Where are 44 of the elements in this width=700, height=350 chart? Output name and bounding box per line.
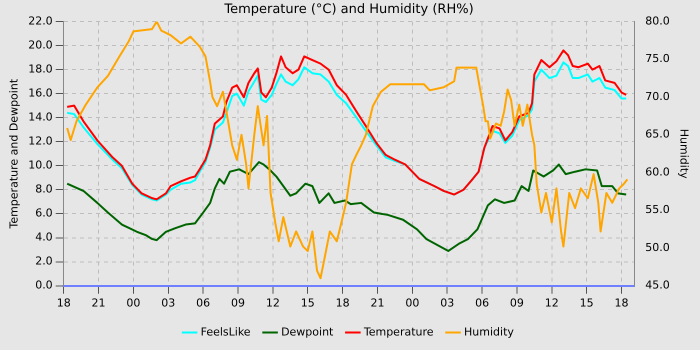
x-tick-label: 21 <box>92 296 106 310</box>
x-tick-label: 12 <box>266 296 280 310</box>
y2-axis-title: Humidity <box>678 128 691 180</box>
y-tick-label: 14.0 <box>28 110 53 124</box>
y-tick-label: 2.0 <box>35 254 53 268</box>
x-tick-label: 18 <box>614 296 629 310</box>
y2-tick-label: 70.0 <box>645 90 670 103</box>
y-tick-label: 16.0 <box>28 86 53 100</box>
x-tick-label: 18 <box>336 296 350 310</box>
chart-title: Temperature (°C) and Humidity (RH%) <box>223 2 474 18</box>
y-tick-label: 8.0 <box>35 182 53 196</box>
y-axis-title: Temperature and Dewpoint <box>7 78 20 230</box>
y-tick-label: 22.0 <box>28 14 53 28</box>
y-tick-label: 20.0 <box>28 38 53 52</box>
x-tick-label: 09 <box>510 296 524 310</box>
x-tick-label: 12 <box>544 296 559 310</box>
y2-tick-label: 50.0 <box>645 240 670 254</box>
y2-tick-label: 55.0 <box>645 203 670 216</box>
y-tick-label: 18.0 <box>28 62 53 76</box>
y-tick-label: 6.0 <box>35 206 53 220</box>
legend-label: Dewpoint <box>281 325 334 338</box>
x-tick-label: 15 <box>300 296 315 310</box>
x-tick-label: 00 <box>405 296 420 310</box>
y-tick-label: 10.0 <box>28 158 53 172</box>
y2-tick-label: 65.0 <box>645 128 670 141</box>
y2-tick-label: 80.0 <box>645 14 670 28</box>
x-tick-label: 09 <box>231 296 246 310</box>
y-tick-label: 0.0 <box>35 278 53 292</box>
x-tick-label: 03 <box>440 296 454 310</box>
x-tick-label: 15 <box>580 296 594 310</box>
x-tick-label: 18 <box>56 296 71 310</box>
x-tick-label: 06 <box>475 296 490 310</box>
x-tick-label: 03 <box>161 296 176 310</box>
x-tick-label: 00 <box>126 296 140 310</box>
y2-tick-label: 60.0 <box>645 165 670 178</box>
y2-tick-label: 45.0 <box>645 278 670 292</box>
y-tick-label: 12.0 <box>28 134 53 148</box>
legend-label: FeelsLike <box>200 325 251 338</box>
x-tick-label: 21 <box>370 296 384 310</box>
y2-tick-label: 75.0 <box>645 52 670 66</box>
legend-label: Humidity <box>464 325 514 338</box>
y-tick-label: 4.0 <box>35 230 53 244</box>
legend-label: Temperature <box>362 325 434 338</box>
x-tick-label: 06 <box>196 296 210 310</box>
